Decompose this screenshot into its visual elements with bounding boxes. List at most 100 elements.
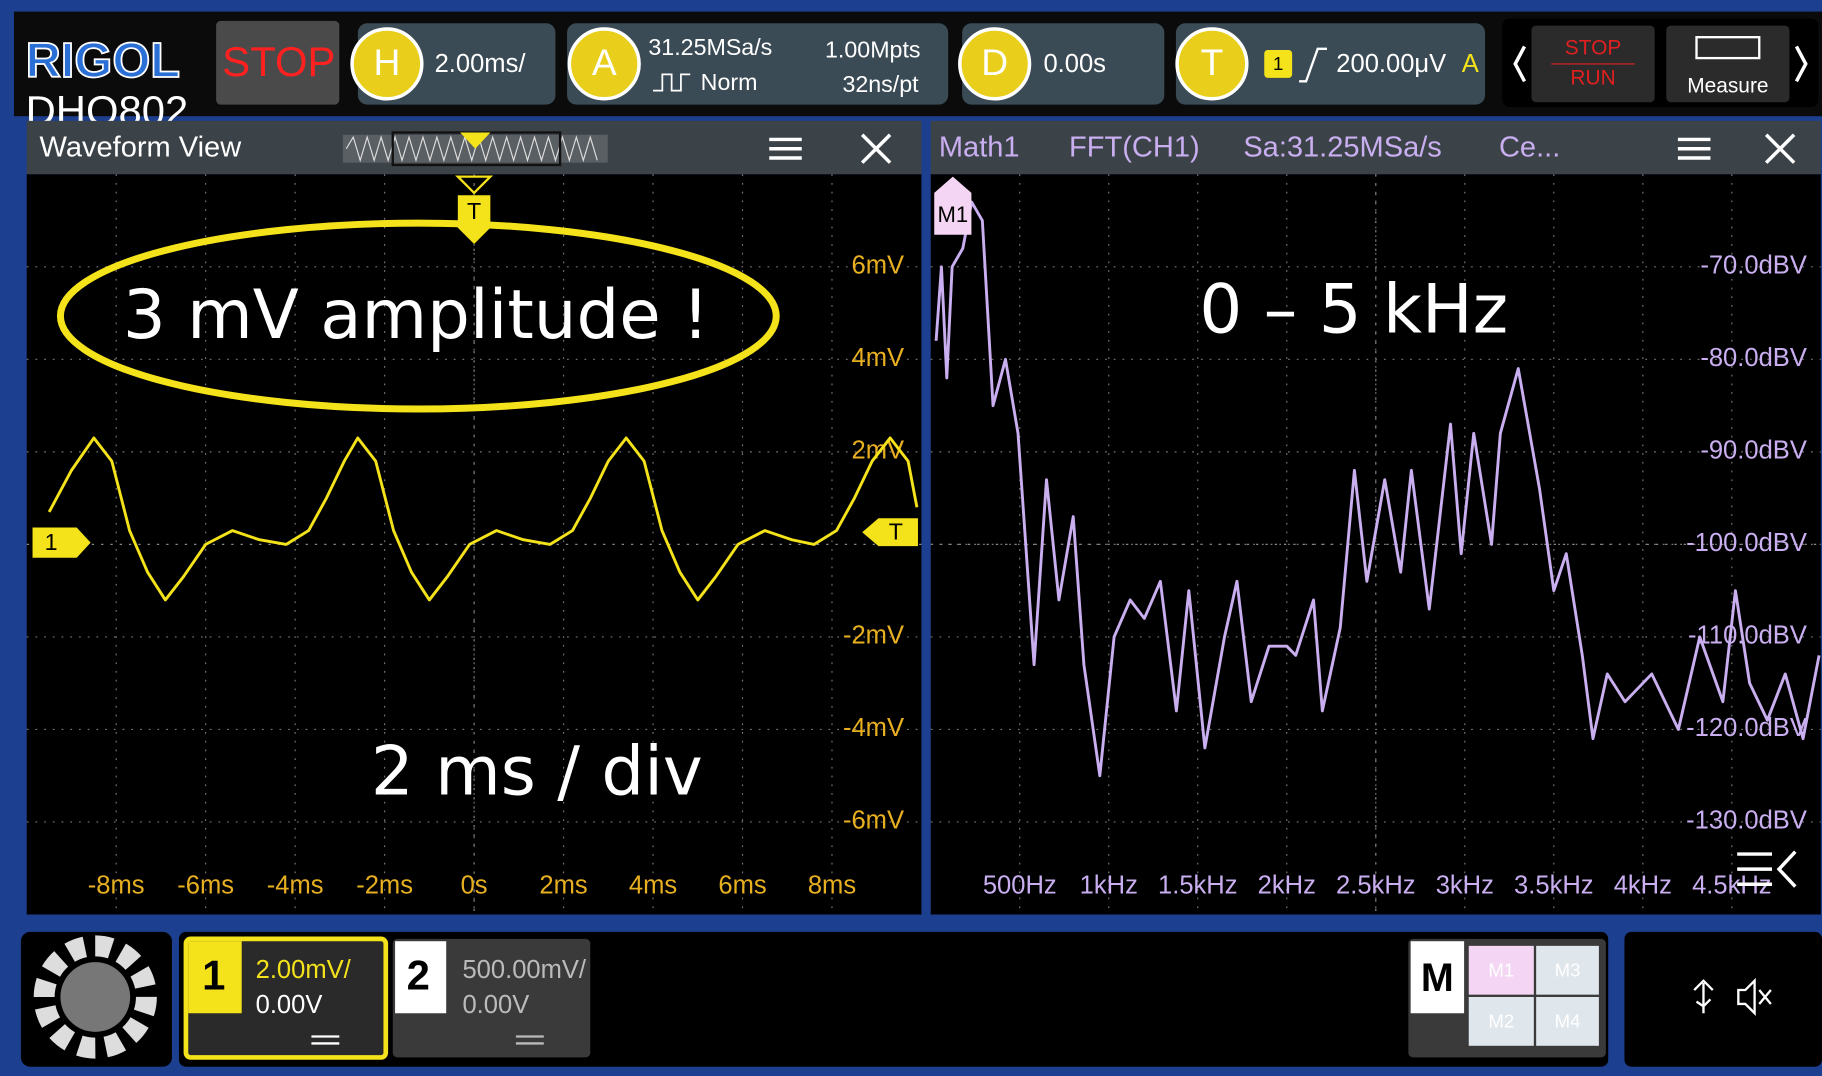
ch2-num-box — [395, 941, 447, 1014]
annotation-band: 0 – 5 kHz — [1199, 269, 1508, 348]
x-tick-label: 8ms — [808, 871, 856, 899]
y-tick-label: 2mV — [851, 437, 904, 465]
logo-gear — [33, 935, 157, 1059]
x-tick-label: 1.5kHz — [1158, 871, 1238, 899]
ch2-coupling — [515, 1035, 544, 1045]
x-tick-label: 6ms — [718, 871, 766, 899]
trigger-pos-outline — [455, 175, 494, 195]
math-op: FFT(CH1) — [1069, 131, 1200, 163]
math-title-bar — [930, 120, 1821, 175]
acquire-rate: 31.25MSa/s — [648, 34, 772, 60]
acquire-mode: Norm — [701, 69, 758, 95]
stop-label: STOP — [1565, 36, 1622, 59]
y-tick-label: -100.0dBV — [1686, 529, 1807, 557]
horizontal-key-label: H — [374, 41, 401, 83]
delay-offset: 0.00s — [1043, 50, 1106, 78]
x-tick-label: 3kHz — [1436, 871, 1494, 899]
annotation-timebase: 2 ms / div — [371, 732, 703, 811]
x-tick-label: -6ms — [177, 871, 234, 899]
run-state[interactable]: STOP — [222, 38, 335, 85]
math-name: Math1 — [939, 131, 1020, 163]
mini-waveform-trace — [345, 135, 598, 163]
math-slot-box[interactable] — [1468, 996, 1534, 1046]
trigger-pill[interactable] — [1175, 23, 1486, 105]
math-slot: M2 — [1488, 1010, 1514, 1031]
y-tick-label: -4mV — [843, 714, 904, 742]
status-box — [1624, 931, 1822, 1067]
run-label: RUN — [1570, 67, 1615, 90]
math-close[interactable] — [1764, 133, 1796, 164]
mute-icon[interactable] — [1737, 977, 1772, 1017]
y-tick-label: -120.0dBV — [1686, 714, 1807, 742]
y-tick-label: -80.0dBV — [1700, 344, 1807, 372]
run-state-box[interactable] — [216, 20, 340, 105]
acquire-key[interactable] — [567, 27, 641, 101]
horizontal-key[interactable] — [350, 27, 424, 101]
channel-marker — [32, 527, 91, 558]
ch1-scale: 2.00mV/ — [256, 956, 352, 984]
trigger-level: 200.00μV — [1336, 50, 1446, 78]
math-slot: M4 — [1555, 1010, 1581, 1031]
ch2-scale: 500.00mV/ — [462, 956, 586, 984]
acquire-depth: 1.00Mpts — [825, 36, 921, 62]
next-arrow[interactable] — [1794, 45, 1808, 83]
waveform-close[interactable] — [860, 133, 892, 164]
math-slot-box[interactable] — [1536, 945, 1599, 995]
trigger-key-label: T — [1201, 41, 1224, 83]
y-tick-label: -70.0dBV — [1700, 252, 1807, 280]
trigger-level-marker — [862, 518, 918, 547]
annotation-amplitude: 3 mV amplitude ! — [123, 275, 709, 354]
math-menu[interactable] — [1677, 137, 1711, 160]
math-slot-box[interactable] — [1536, 996, 1599, 1046]
ch1-coupling — [311, 1035, 340, 1045]
trigger-slope — [1299, 47, 1327, 83]
prev-arrow[interactable] — [1513, 45, 1527, 83]
math-key-box — [1410, 941, 1465, 1014]
delay-key[interactable] — [958, 27, 1032, 101]
y-tick-label: -90.0dBV — [1700, 437, 1807, 465]
brand: RIGOL — [26, 34, 181, 88]
collapse-icon[interactable] — [1737, 850, 1797, 888]
math-slot-box[interactable] — [1468, 945, 1534, 995]
x-tick-label: 2ms — [539, 871, 587, 899]
trigger-pos-label: T — [467, 198, 481, 224]
trigger-sweep: A — [1462, 50, 1479, 78]
trigger-level-label: T — [889, 518, 903, 544]
y-tick-label: -130.0dBV — [1686, 807, 1807, 835]
trace — [934, 200, 1821, 778]
x-tick-label: -2ms — [356, 871, 413, 899]
channel-marker-label: 1 — [45, 529, 58, 555]
annotation-ellipse — [56, 219, 780, 413]
x-tick-label: 3.5kHz — [1514, 871, 1594, 899]
acquire-resolution: 32ns/pt — [842, 71, 919, 97]
math-key: M — [1421, 956, 1454, 1000]
ch1-offset: 0.00V — [256, 991, 323, 1019]
trigger-pos-marker — [457, 195, 491, 245]
trigger-key[interactable] — [1175, 27, 1249, 101]
math-rate: Sa:31.25MSa/s — [1243, 131, 1442, 163]
x-tick-label: 500Hz — [983, 871, 1057, 899]
ch1-num: 1 — [202, 951, 225, 998]
measure-icon — [1695, 36, 1761, 60]
y-tick-label: 6mV — [851, 252, 904, 280]
y-tick-label: -6mV — [843, 807, 904, 835]
measure-label: Measure — [1687, 75, 1768, 98]
y-tick-label: 4mV — [851, 344, 904, 372]
acquire-key-label: A — [592, 41, 617, 83]
ch2-num: 2 — [407, 951, 430, 998]
x-tick-label: -4ms — [267, 871, 324, 899]
horizontal-scale: 2.00ms/ — [435, 50, 527, 78]
acquire-icon — [653, 73, 691, 92]
usb-icon — [1693, 979, 1714, 1014]
plots: -8ms -6ms -4ms -2ms 0s 2ms 4ms 6ms 8ms 6mV 4mV 2mV -… — [26, 174, 1821, 915]
x-tick-label: 2kHz — [1258, 871, 1316, 899]
trigger-source: 1 — [1273, 53, 1283, 74]
x-tick-label: 4ms — [629, 871, 677, 899]
x-tick-label: 2.5kHz — [1336, 871, 1416, 899]
math-center: Ce... — [1499, 131, 1560, 163]
waveform-menu[interactable] — [769, 137, 802, 160]
waveform-title: Waveform View — [40, 131, 243, 163]
x-tick-label: -8ms — [88, 871, 145, 899]
